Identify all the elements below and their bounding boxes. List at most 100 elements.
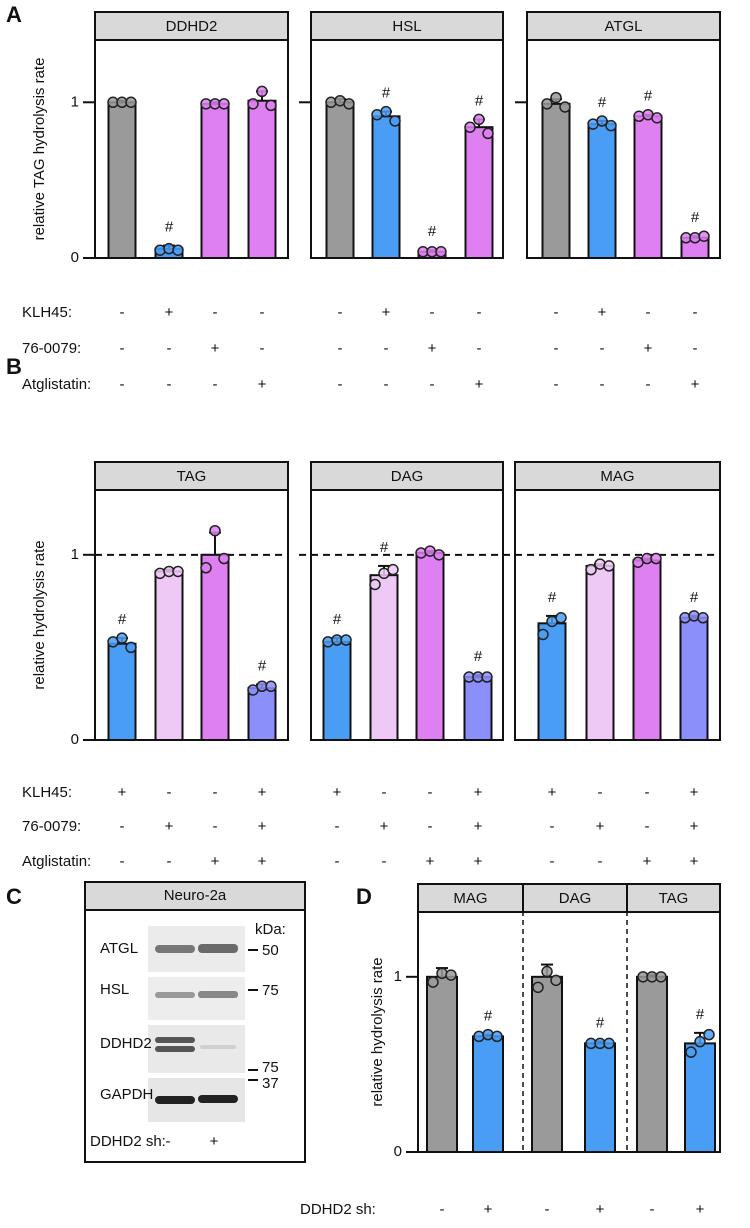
bar	[464, 126, 494, 259]
condition-sign: +	[380, 818, 389, 835]
condition-sign: +	[211, 340, 220, 357]
condition-label: 76-0079:	[22, 818, 81, 835]
panel-label: B	[6, 354, 22, 379]
condition-sign: -	[384, 340, 389, 357]
bar	[325, 101, 355, 259]
condition-sign: +	[690, 853, 699, 870]
panel-label: C	[6, 884, 22, 909]
condition-sign: +	[211, 853, 220, 870]
condition-label: 76-0079:	[22, 340, 81, 357]
data-point	[265, 680, 277, 693]
data-point	[389, 115, 401, 127]
band-label: ATGL	[100, 940, 138, 957]
header-title: TAG	[659, 890, 689, 907]
condition-sign: -	[545, 1201, 550, 1218]
data-point	[218, 98, 230, 110]
bar	[472, 1035, 504, 1153]
significance-mark: #	[474, 648, 483, 665]
bar	[636, 975, 668, 1153]
condition-sign: +	[333, 784, 342, 801]
plot-frame	[310, 39, 504, 259]
condition-sign: +	[690, 818, 699, 835]
plot-frame	[94, 39, 289, 259]
condition-sign: -	[598, 784, 603, 801]
significance-mark: #	[118, 611, 127, 628]
bar	[369, 574, 399, 741]
significance-mark: #	[428, 223, 437, 240]
data-point	[596, 115, 608, 127]
condition-sign: -	[382, 784, 387, 801]
condition-sign: +	[475, 376, 484, 393]
data-point	[172, 244, 184, 256]
condition-sign: -	[213, 304, 218, 321]
bar	[463, 676, 493, 742]
condition-sign: +	[548, 784, 557, 801]
blot-band	[198, 991, 238, 998]
data-point	[537, 628, 549, 641]
condition-sign: -	[550, 818, 555, 835]
condition-sign: -	[598, 853, 603, 870]
condition-sign: -	[430, 304, 435, 321]
data-point	[585, 563, 597, 576]
condition-sign: -	[120, 304, 125, 321]
kda-title: kDa:	[255, 921, 286, 938]
data-point	[481, 671, 493, 683]
significance-mark: #	[598, 94, 607, 111]
data-point	[343, 98, 355, 110]
blot-band	[198, 1095, 238, 1103]
data-point	[703, 1028, 715, 1041]
kda-marker: 37	[262, 1075, 279, 1092]
condition-sign: +	[691, 376, 700, 393]
plot-frame	[514, 489, 721, 741]
condition-sign: -	[554, 304, 559, 321]
condition-sign: -	[213, 818, 218, 835]
significance-mark: #	[382, 85, 391, 102]
condition-label: DDHD2 sh:	[300, 1201, 376, 1218]
header-title: TAG	[177, 468, 207, 485]
condition-sign: +	[596, 818, 605, 835]
data-point	[541, 965, 553, 978]
condition-sign: +	[598, 304, 607, 321]
condition-sign: -	[335, 818, 340, 835]
y-axis-label: relative TAG hydrolysis rate	[31, 58, 48, 241]
header-title: HSL	[392, 18, 421, 35]
condition-sign: +	[484, 1201, 493, 1218]
condition-sign: -	[477, 304, 482, 321]
condition-sign: -	[213, 376, 218, 393]
blot-band	[155, 1037, 195, 1043]
condition-sign: +	[258, 784, 267, 801]
plot-frame	[310, 489, 504, 741]
bar	[531, 975, 563, 1153]
header-title: DDHD2	[166, 18, 218, 35]
data-point	[125, 641, 137, 654]
condition-sign: +	[643, 853, 652, 870]
data-point	[340, 634, 352, 646]
data-point	[435, 246, 447, 258]
condition-sign: -	[646, 304, 651, 321]
data-point	[550, 91, 562, 104]
blot-band	[200, 1045, 236, 1049]
header-title: MAG	[453, 890, 487, 907]
bar	[107, 101, 137, 259]
data-point	[116, 632, 128, 644]
significance-mark: #	[644, 88, 653, 105]
kda-marker: 50	[262, 942, 279, 959]
data-point	[445, 969, 457, 981]
bar	[632, 559, 662, 741]
header-title: DAG	[391, 468, 424, 485]
condition-sign: -	[600, 376, 605, 393]
condition-sign: -	[120, 376, 125, 393]
condition-sign: -	[120, 340, 125, 357]
condition-sign: +	[426, 853, 435, 870]
bar	[684, 1042, 716, 1153]
lane-label: DDHD2 sh:	[90, 1133, 166, 1150]
condition-sign: -	[338, 340, 343, 357]
condition-sign: -	[600, 340, 605, 357]
condition-sign: +	[165, 304, 174, 321]
condition-sign: -	[554, 340, 559, 357]
significance-mark: #	[258, 657, 267, 674]
header-title: ATGL	[604, 18, 642, 35]
condition-sign: +	[118, 784, 127, 801]
bar	[537, 622, 567, 741]
condition-sign: -	[167, 340, 172, 357]
